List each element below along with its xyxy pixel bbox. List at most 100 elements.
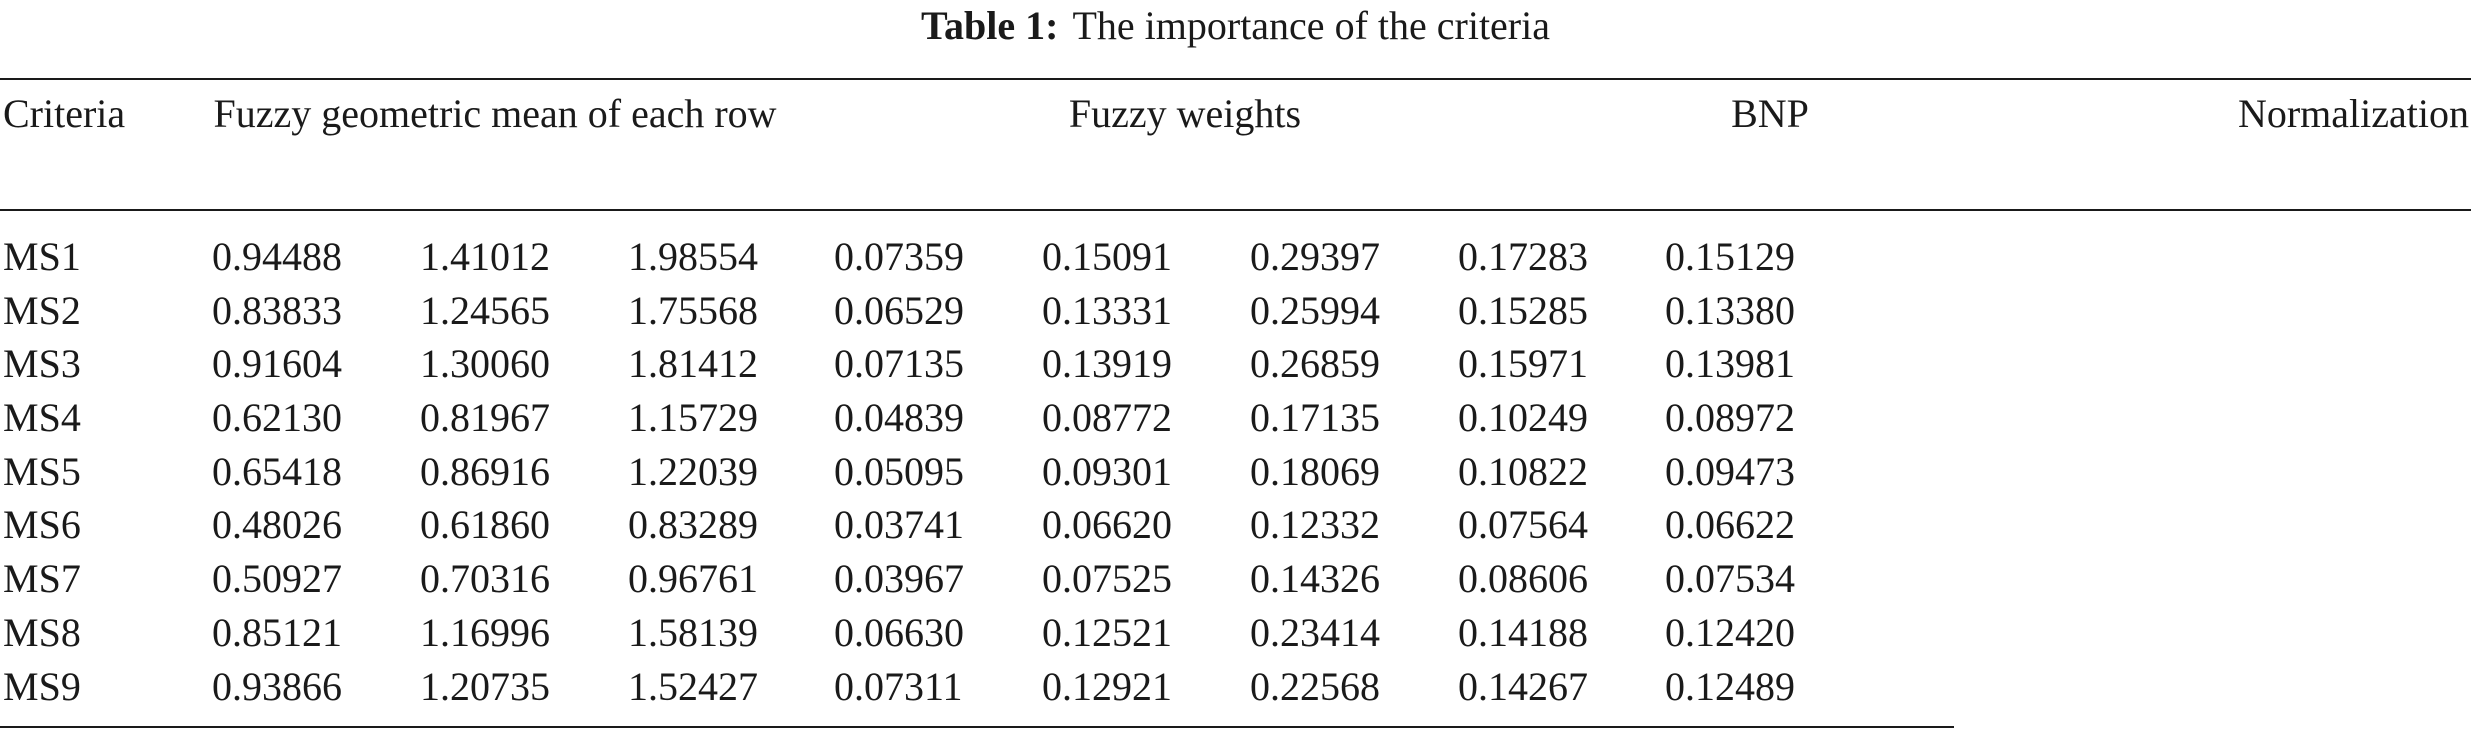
value-cell: 0.13331	[1042, 287, 1172, 333]
value-cell: 0.62130	[212, 395, 342, 441]
criteria-cell: MS1	[3, 234, 81, 279]
value-cell: 0.23414	[1250, 609, 1380, 655]
value-cell: 0.14326	[1250, 556, 1380, 602]
header-bnp: BNP	[1731, 91, 1809, 136]
value-cell: 0.83833	[212, 287, 342, 333]
table-header-rule	[0, 209, 2471, 211]
value-cell: 0.94488	[212, 234, 342, 279]
table-row: MS9 0.93866 1.20735 1.52427 0.07311 0.12921 0.…	[0, 660, 2471, 714]
value-cell: 0.07534	[1665, 556, 1795, 602]
value-cell: 0.15129	[1665, 234, 1795, 279]
value-cell: 0.12521	[1042, 609, 1172, 655]
header-criteria: Criteria	[3, 91, 126, 136]
value-cell: 0.15971	[1458, 341, 1588, 387]
value-cell: 0.13919	[1042, 341, 1172, 387]
criteria-cell: MS8	[3, 609, 81, 655]
criteria-cell: MS4	[3, 395, 81, 441]
header-normalization: Normalization	[2237, 91, 2469, 136]
value-cell: 0.07564	[1458, 502, 1588, 548]
value-cell: 0.03741	[834, 502, 964, 548]
criteria-cell: MS3	[3, 341, 81, 387]
value-cell: 0.50927	[212, 556, 342, 602]
value-cell: 0.07311	[834, 663, 963, 709]
table-body: MS1 0.94488 1.41012 1.98554 0.07359 0.15091 0.…	[0, 230, 2471, 713]
value-cell: 0.06630	[834, 609, 964, 655]
criteria-cell: MS2	[3, 287, 81, 333]
value-cell: 0.17135	[1250, 395, 1380, 441]
value-cell: 0.83289	[628, 502, 758, 548]
value-cell: 0.07135	[834, 341, 964, 387]
table-caption-label: Table 1:	[921, 3, 1059, 48]
value-cell: 0.48026	[212, 502, 342, 548]
value-cell: 1.81412	[628, 341, 758, 387]
value-cell: 0.08972	[1665, 395, 1795, 441]
value-cell: 1.24565	[420, 287, 550, 333]
value-cell: 0.06622	[1665, 502, 1795, 548]
value-cell: 0.13380	[1665, 287, 1795, 333]
criteria-cell: MS5	[3, 448, 81, 494]
value-cell: 0.85121	[212, 609, 342, 655]
value-cell: 1.16996	[420, 609, 550, 655]
header-fuzzy-weights: Fuzzy weights	[1068, 91, 1302, 136]
value-cell: 0.12332	[1250, 502, 1380, 548]
table-row: MS8 0.85121 1.16996 1.58139 0.06630 0.12521 0.…	[0, 606, 2471, 660]
value-cell: 1.20735	[420, 663, 550, 709]
criteria-cell: MS7	[3, 556, 81, 602]
value-cell: 0.09473	[1665, 448, 1795, 494]
value-cell: 1.75568	[628, 287, 758, 333]
value-cell: 0.93866	[212, 663, 342, 709]
value-cell: 0.22568	[1250, 663, 1380, 709]
table-row: MS3 0.91604 1.30060 1.81412 0.07135 0.13919 0.…	[0, 337, 2471, 391]
value-cell: 0.05095	[834, 448, 964, 494]
value-cell: 0.96761	[628, 556, 758, 602]
value-cell: 0.61860	[420, 502, 550, 548]
value-cell: 0.14188	[1458, 609, 1588, 655]
value-cell: 0.06620	[1042, 502, 1172, 548]
value-cell: 0.26859	[1250, 341, 1380, 387]
table-row: MS5 0.65418 0.86916 1.22039 0.05095 0.09301 0.…	[0, 445, 2471, 499]
value-cell: 0.65418	[212, 448, 342, 494]
value-cell: 0.81967	[420, 395, 550, 441]
value-cell: 0.12921	[1042, 663, 1172, 709]
value-cell: 0.04839	[834, 395, 964, 441]
criteria-cell: MS9	[3, 663, 81, 709]
value-cell: 1.41012	[420, 234, 550, 279]
table-row: MS2 0.83833 1.24565 1.75568 0.06529 0.13331 0.…	[0, 284, 2471, 338]
table-row: MS4 0.62130 0.81967 1.15729 0.04839 0.08772 0.…	[0, 391, 2471, 445]
value-cell: 1.15729	[628, 395, 758, 441]
value-cell: 0.15285	[1458, 287, 1588, 333]
value-cell: 0.12420	[1665, 609, 1795, 655]
value-cell: 0.12489	[1665, 663, 1795, 709]
value-cell: 0.10249	[1458, 395, 1588, 441]
value-cell: 0.08772	[1042, 395, 1172, 441]
header-fuzzy-geometric-mean: Fuzzy geometric mean of each row	[213, 91, 777, 136]
table-row: MS1 0.94488 1.41012 1.98554 0.07359 0.15091 0.…	[0, 230, 2471, 284]
value-cell: 0.15091	[1042, 234, 1172, 279]
table-caption: Table 1: The importance of the criteria	[0, 2, 2471, 50]
value-cell: 0.06529	[834, 287, 964, 333]
value-cell: 1.30060	[420, 341, 550, 387]
value-cell: 0.07525	[1042, 556, 1172, 602]
value-cell: 0.25994	[1250, 287, 1380, 333]
value-cell: 0.29397	[1250, 234, 1380, 279]
value-cell: 1.58139	[628, 609, 758, 655]
table-row: MS6 0.48026 0.61860 0.83289 0.03741 0.06620 0.…	[0, 498, 2471, 552]
value-cell: 0.18069	[1250, 448, 1380, 494]
value-cell: 0.03967	[834, 556, 964, 602]
value-cell: 0.13981	[1665, 341, 1795, 387]
value-cell: 0.70316	[420, 556, 550, 602]
value-cell: 0.07359	[834, 234, 964, 279]
value-cell: 0.14267	[1458, 663, 1588, 709]
value-cell: 1.52427	[628, 663, 758, 709]
criteria-cell: MS6	[3, 502, 81, 548]
value-cell: 0.10822	[1458, 448, 1588, 494]
value-cell: 0.86916	[420, 448, 550, 494]
value-cell: 0.08606	[1458, 556, 1588, 602]
value-cell: 0.91604	[212, 341, 342, 387]
value-cell: 1.22039	[628, 448, 758, 494]
value-cell: 0.17283	[1458, 234, 1588, 279]
value-cell: 0.09301	[1042, 448, 1172, 494]
table-bottom-rule	[0, 726, 1954, 728]
table-row: MS7 0.50927 0.70316 0.96761 0.03967 0.07525 0.…	[0, 552, 2471, 606]
value-cell: 1.98554	[628, 234, 758, 279]
